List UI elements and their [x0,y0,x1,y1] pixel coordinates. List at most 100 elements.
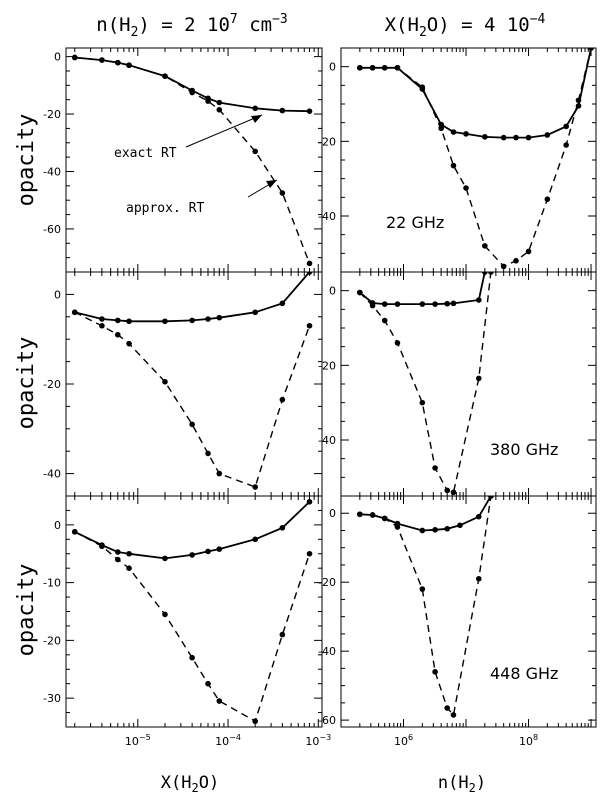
y-tick-label: 0 [329,285,336,298]
approx-rt-point [369,64,376,71]
approx-rt-point [357,289,363,296]
approx-rt-point [216,106,223,113]
approx-rt-point [252,484,258,490]
exact-rt-point [279,107,286,114]
exact-rt-point [513,134,519,141]
approx-rt-point [306,322,313,329]
approx-rt-point [189,654,195,661]
approx-rt-point [306,550,313,557]
approx-rt-point [71,529,78,535]
annotation-approx-arrowhead [266,180,277,188]
exact-rt-point [463,131,469,137]
exact-rt-point [306,498,313,505]
approx-rt-point [432,465,438,471]
exact-rt-point [216,546,223,552]
y-tick-label: 0 [329,61,336,74]
approx-rt-point [419,399,426,406]
frequency-label: 380 GHz [490,440,558,459]
approx-rt-point [444,487,451,494]
y-tick-label: -20 [43,634,61,647]
approx-rt-point [463,185,469,191]
series-group [357,48,594,270]
approx-rt-point [252,148,258,155]
x-tick-label: 10−4 [215,733,241,748]
approx-rt-line [74,531,311,723]
y-tick-label: -20 [318,135,336,148]
approx-rt-point [575,97,582,104]
exact-rt-point [444,300,451,307]
approx-rt-point [488,496,494,499]
approx-rt-point [216,698,223,704]
approx-rt-point [500,263,507,270]
exact-rt-point [279,524,286,531]
y-tick-label: 0 [329,507,336,520]
exact-rt-point [432,526,438,533]
exact-rt-line [359,496,492,532]
exact-rt-point [306,272,313,275]
exact-rt-point [99,316,105,322]
approx-rt-point [488,272,494,275]
approx-rt-point [444,705,451,711]
approx-rt-point [394,340,401,346]
exact-rt-point [475,297,482,303]
approx-rt-point [216,470,223,477]
approx-rt-point [126,340,132,347]
y-tick-label: -40 [43,165,61,178]
y-axis-label-top: opacity [14,114,39,207]
approx-rt-point [475,375,482,382]
approx-rt-point [205,680,211,687]
y-axis-label-middle: opacity [14,337,39,430]
approx-rt-point [419,84,426,90]
approx-rt-point [279,631,286,638]
y-tick-label: -20 [318,576,336,589]
approx-rt-point [162,611,168,618]
exact-rt-point [394,301,401,307]
exact-rt-point [450,300,457,307]
approx-rt-point [438,125,444,132]
approx-rt-point [114,59,121,66]
x-tick-label: 10−3 [305,733,331,748]
approx-rt-point [482,243,488,249]
left-x-axis-label: X(H2O) [161,773,219,795]
panel-frame [65,47,323,273]
x-tick-label: 108 [519,733,538,748]
approx-rt-point [357,64,363,71]
exact-rt-point [450,129,457,135]
exact-rt-line [359,48,592,139]
approx-rt-point [369,512,376,518]
panel-left-448: 0 -10 -20 -30 10−5 10−4 10−3 [43,495,331,748]
approx-rt-point [475,575,482,582]
approx-rt-point [357,511,363,518]
approx-rt-point [369,302,376,309]
y-tick-label: -30 [43,692,61,705]
series-group [357,496,494,718]
approx-rt-line [359,272,492,494]
approx-rt-point [306,260,313,267]
approx-rt-point [381,64,388,71]
approx-rt-point [114,556,121,563]
annotation-exact-arrowhead [251,115,262,123]
approx-rt-point [450,712,457,718]
right-x-axis-label: n(H2) [438,773,486,795]
y-tick-label: -40 [318,210,336,223]
x-tick-label: 106 [394,733,413,748]
approx-rt-point [162,73,168,79]
series-group [71,54,313,267]
panel-left-380: 0 -20 -40 [43,271,323,497]
exact-rt-point [500,134,507,141]
approx-rt-point [205,98,211,104]
approx-rt-point [450,489,457,496]
y-tick-label: 0 [54,519,61,532]
approx-rt-point [381,515,388,522]
panel-frame [340,47,597,273]
exact-rt-point [114,549,121,555]
exact-rt-line [74,272,311,323]
y-tick-label: -60 [43,223,61,236]
exact-rt-point [419,301,426,307]
approx-rt-point [189,421,195,428]
y-tick-label: -60 [318,714,336,727]
exact-rt-point [252,309,258,316]
panel-right-380: 0 -20 -40 380 GHz [318,271,597,497]
exact-rt-point [482,272,488,275]
approx-rt-point [381,317,388,324]
